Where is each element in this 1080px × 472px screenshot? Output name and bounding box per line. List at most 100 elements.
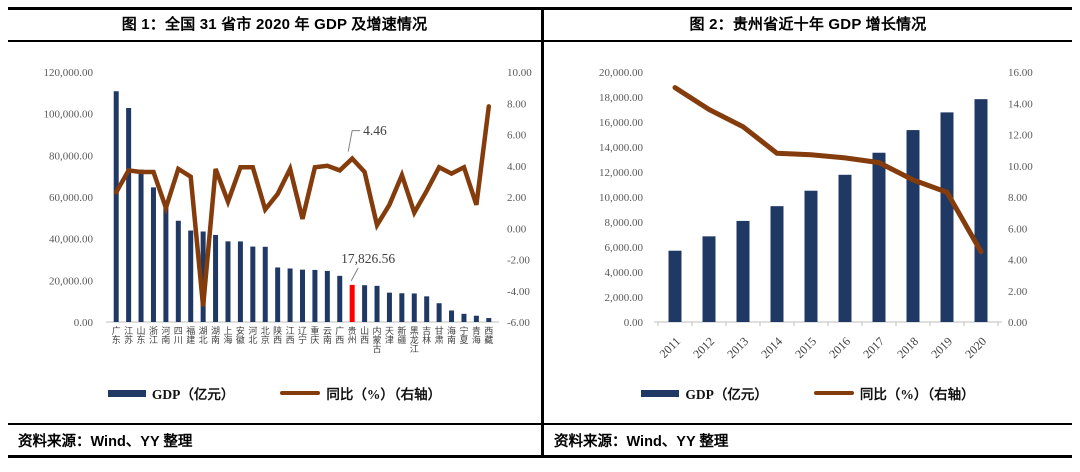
y-right-tick-label: 6.00 <box>1008 223 1028 235</box>
panel-divider <box>541 10 544 455</box>
gdp-bar <box>113 91 119 322</box>
figure-1-legend: GDP（亿元） 同比（%）（右轴） <box>8 383 541 403</box>
y-right-tick-label: 12.00 <box>1008 130 1033 142</box>
y-left-tick-label: 10,000.00 <box>599 192 644 204</box>
x-category-label: 2012 <box>690 334 717 361</box>
x-category-label: 山东 <box>137 326 146 345</box>
y-right-tick-label: -4.00 <box>507 286 530 298</box>
x-category-label: 湖南 <box>211 326 220 345</box>
x-category-label: 浙江 <box>149 325 158 345</box>
y-left-tick-label: 40,000.00 <box>49 234 94 246</box>
x-axis-ticks <box>657 322 999 326</box>
x-category-label: 内蒙古 <box>373 325 382 354</box>
y-right-tick-label: 2.00 <box>507 192 527 204</box>
legend-item-growth: 同比（%）（右轴） <box>813 383 975 403</box>
y-left-tick-label: 20,000.00 <box>599 67 644 79</box>
y-right-tick-label: 8.00 <box>507 98 527 110</box>
gdp-bar <box>424 296 430 322</box>
y-right-tick-label: 10.00 <box>1008 161 1033 173</box>
gdp-bar <box>250 246 256 322</box>
x-category-label: 天津 <box>385 326 394 345</box>
gdp-bar <box>838 174 852 322</box>
annotation-label: 4.46 <box>363 123 387 138</box>
x-category-label: 上海 <box>223 326 232 345</box>
y-left-tick-label: 6,000.00 <box>605 242 644 254</box>
y-right-tick-label: 2.00 <box>1008 286 1028 298</box>
annotation-leader-line <box>350 267 359 282</box>
y-axis-right-labels: 10.00 8.00 6.00 4.00 2.00 0.00 -2.00 -4.00 -6.00 <box>507 67 532 329</box>
legend-item-gdp: GDP（亿元） <box>107 383 234 403</box>
gdp-bar <box>374 285 380 322</box>
gdp-bar <box>362 285 368 322</box>
gdp-bar <box>940 112 954 323</box>
gdp-bar <box>386 292 392 322</box>
national-gdp-combo-chart: 120,000.00 100,000.00 80,000.00 60,000.00 40… <box>44 67 533 354</box>
growth-legend-label: 同比（%）（右轴） <box>326 387 442 402</box>
y-axis-left-labels: 20,000.00 18,000.00 16,000.00 14,000.00 12,0… <box>599 67 644 329</box>
gdp-bar <box>200 231 206 322</box>
gdp-bar <box>411 293 417 322</box>
gdp-bar <box>461 313 467 322</box>
gdp-bar <box>449 310 455 322</box>
x-category-label: 2011 <box>657 334 684 361</box>
gdp-bar <box>287 268 293 322</box>
x-category-label: 宁夏 <box>459 325 468 345</box>
gdp-bar <box>237 241 243 322</box>
y-right-tick-label: 16.00 <box>1008 67 1033 79</box>
x-category-label: 2015 <box>792 334 819 361</box>
gdp-bars <box>668 99 988 323</box>
gdp-bar-swatch <box>641 389 680 397</box>
gdp-bar <box>906 130 920 322</box>
gdp-bar <box>275 267 281 322</box>
x-category-label: 2014 <box>758 334 785 361</box>
x-category-label: 甘肃 <box>435 325 444 345</box>
y-left-tick-label: 2,000.00 <box>605 292 644 304</box>
gdp-bar <box>436 303 442 322</box>
guizhou-gdp-combo-chart: 20,000.00 18,000.00 16,000.00 14,000.00 12,0… <box>599 67 1033 361</box>
gdp-bar <box>770 206 784 322</box>
figure-2-chart-area: 20,000.00 18,000.00 16,000.00 14,000.00 12,0… <box>544 42 1072 423</box>
x-category-label: 2020 <box>962 334 989 361</box>
x-category-label: 安徽 <box>236 325 245 345</box>
x-category-label: 辽宁 <box>298 326 307 345</box>
x-category-label: 吉林 <box>422 326 431 345</box>
y-right-tick-label: 6.00 <box>507 130 527 142</box>
y-right-tick-label: -6.00 <box>507 317 530 329</box>
y-right-tick-label: 14.00 <box>1008 98 1033 110</box>
x-category-label: 四川 <box>174 326 183 345</box>
y-left-tick-label: 0.00 <box>74 317 94 329</box>
y-left-tick-label: 20,000.00 <box>49 275 94 287</box>
y-right-tick-label: 8.00 <box>1008 192 1028 204</box>
figure-2-legend: GDP（亿元） 同比（%）（右轴） <box>544 383 1072 403</box>
gdp-bar <box>163 207 169 322</box>
gdp-bar <box>399 293 405 322</box>
gdp-bar <box>804 190 818 322</box>
gdp-bar <box>300 269 305 322</box>
y-left-tick-label: 80,000.00 <box>49 150 94 162</box>
figure-2-source: 资料来源：Wind、YY 整理 <box>544 423 1072 455</box>
x-category-label: 陕西 <box>273 325 282 345</box>
figure-1-panel: 图 1：全国 31 省市 2020 年 GDP 及增速情况 120,000.00… <box>8 10 541 455</box>
x-axis-labels: 2011 2012 2013 2014 2015 2016 2017 2018 2019 2020 <box>657 334 990 361</box>
legend-item-growth: 同比（%）（右轴） <box>280 383 441 403</box>
x-category-label: 云南 <box>323 326 332 345</box>
figure-1-source: 资料来源：Wind、YY 整理 <box>8 423 541 455</box>
x-category-label: 江苏 <box>124 326 133 345</box>
x-category-label: 黑龙江 <box>410 326 419 354</box>
figure-1-title: 图 1：全国 31 省市 2020 年 GDP 及增速情况 <box>8 10 541 42</box>
y-left-tick-label: 12,000.00 <box>599 167 644 179</box>
y-right-tick-label: -2.00 <box>507 255 530 267</box>
gdp-bar <box>150 187 156 322</box>
gdp-bars <box>113 91 492 322</box>
figure-1-chart-area: 120,000.00 100,000.00 80,000.00 60,000.00 40… <box>8 42 541 423</box>
gdp-bar <box>668 250 682 322</box>
gdp-bar <box>188 230 194 322</box>
y-left-tick-label: 120,000.00 <box>44 67 94 79</box>
legend-item-gdp: GDP（亿元） <box>641 383 768 403</box>
gdp-bar <box>974 99 988 322</box>
gdp-bar <box>324 270 330 322</box>
gdp-bar <box>702 236 716 322</box>
growth-rate-line <box>672 85 984 255</box>
gdp-bar <box>225 241 231 322</box>
x-category-label: 2019 <box>928 334 955 361</box>
